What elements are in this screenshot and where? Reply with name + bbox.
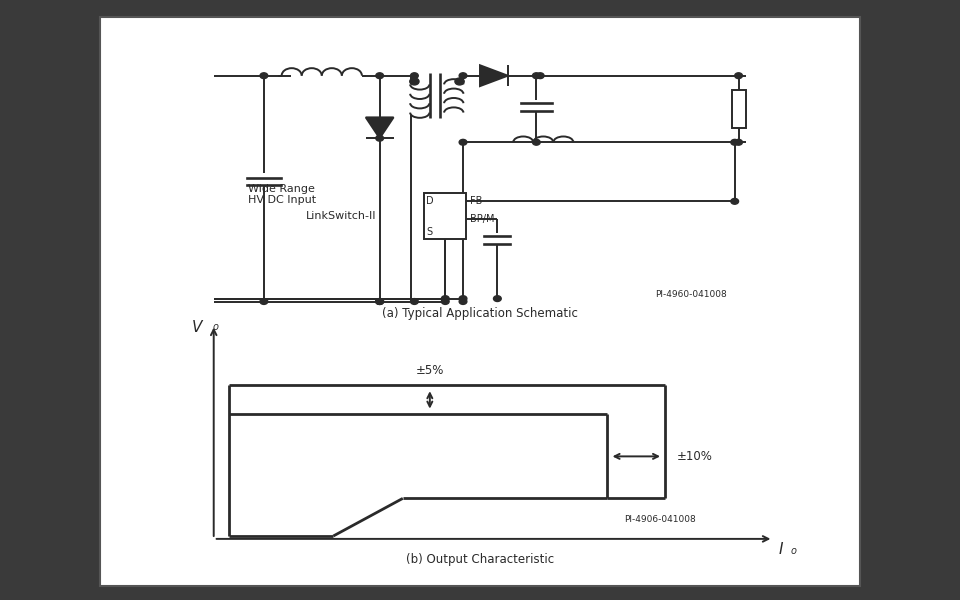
Polygon shape <box>366 118 394 138</box>
Text: V: V <box>192 320 203 335</box>
Text: S: S <box>426 227 433 237</box>
Circle shape <box>375 136 383 141</box>
Text: o: o <box>790 546 796 556</box>
Text: o: o <box>212 322 218 332</box>
Text: (b) Output Characteristic: (b) Output Characteristic <box>406 553 554 566</box>
Circle shape <box>537 73 544 79</box>
Circle shape <box>442 296 449 301</box>
Circle shape <box>459 139 467 145</box>
Circle shape <box>375 73 383 79</box>
Circle shape <box>734 73 742 79</box>
Text: D: D <box>426 196 434 206</box>
Polygon shape <box>480 65 508 86</box>
Text: ±10%: ±10% <box>677 450 712 463</box>
Circle shape <box>747 71 757 80</box>
Text: PI-4960-041008: PI-4960-041008 <box>656 290 727 299</box>
Circle shape <box>455 78 465 85</box>
Text: Wide Range
HV DC Input: Wide Range HV DC Input <box>249 184 317 205</box>
Circle shape <box>459 299 467 304</box>
Text: LinkSwitch-II: LinkSwitch-II <box>306 211 377 221</box>
Text: PI-4906-041008: PI-4906-041008 <box>624 515 696 524</box>
Text: (a) Typical Application Schematic: (a) Typical Application Schematic <box>382 307 578 320</box>
Text: ±5%: ±5% <box>416 364 444 377</box>
Circle shape <box>459 296 467 301</box>
Circle shape <box>411 299 419 304</box>
Circle shape <box>411 73 419 79</box>
Bar <box>732 90 746 128</box>
Bar <box>424 193 467 239</box>
Circle shape <box>493 296 501 301</box>
Circle shape <box>459 73 467 79</box>
Text: BP/M: BP/M <box>470 214 494 224</box>
Circle shape <box>747 138 757 146</box>
Circle shape <box>375 299 383 304</box>
Circle shape <box>442 299 449 304</box>
Circle shape <box>731 199 738 204</box>
Circle shape <box>533 139 540 145</box>
Circle shape <box>734 139 742 145</box>
Circle shape <box>410 78 419 85</box>
Circle shape <box>260 299 268 304</box>
Text: I: I <box>779 542 783 557</box>
Circle shape <box>533 73 540 79</box>
Circle shape <box>260 73 268 79</box>
Circle shape <box>731 139 738 145</box>
Circle shape <box>375 299 383 304</box>
Circle shape <box>375 299 383 304</box>
Text: FB: FB <box>470 196 483 206</box>
Circle shape <box>203 71 213 80</box>
Circle shape <box>203 295 213 302</box>
Circle shape <box>203 298 213 305</box>
